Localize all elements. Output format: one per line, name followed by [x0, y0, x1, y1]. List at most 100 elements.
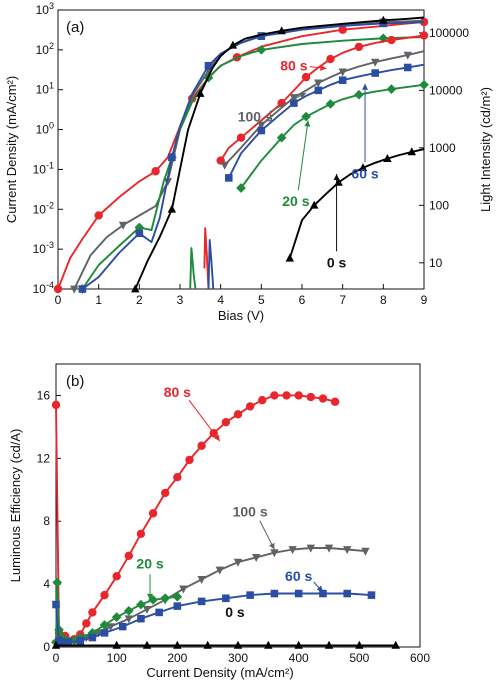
- data-point: [294, 640, 303, 649]
- y-tick-label: 10-2: [33, 200, 54, 216]
- panel-a-y2label: Light Intensity (cd/m²): [478, 87, 493, 212]
- annotation-arrow: [188, 400, 221, 442]
- data-point: [222, 594, 230, 603]
- data-point: [403, 51, 412, 60]
- annotation-label: 0 s: [225, 604, 245, 620]
- panel-b-ylabel: Luminous Efficiency (cd/A): [8, 429, 23, 583]
- y-tick-label: 0: [43, 640, 50, 654]
- y-tick-exponent: -4: [46, 280, 54, 290]
- y-tick-label: 16: [37, 388, 51, 402]
- data-point: [94, 211, 103, 220]
- annotation-label: 60 s: [351, 165, 378, 181]
- panel-a-series: [53, 15, 429, 294]
- data-point: [301, 72, 311, 82]
- annotation-label: 100 s: [233, 504, 268, 520]
- data-point: [58, 638, 66, 647]
- data-point: [160, 593, 171, 604]
- data-point: [173, 640, 182, 649]
- data-point: [221, 417, 231, 427]
- x-tick-label: 1: [95, 293, 102, 307]
- panel-b-ticks: 0 100 200 300 400 500 600 0 4 8 12 16: [37, 388, 431, 665]
- data-point: [136, 599, 146, 610]
- data-point: [173, 602, 182, 610]
- data-point: [124, 615, 133, 624]
- panel-a-frame: [57, 9, 425, 290]
- annotation-arrowhead: [213, 434, 220, 442]
- x-tick-label: 8: [380, 293, 387, 307]
- y-tick-label: 8: [43, 514, 50, 528]
- data-point: [179, 585, 188, 594]
- y2-tick-label: 10: [429, 256, 443, 270]
- data-point: [82, 619, 91, 628]
- data-point: [197, 576, 206, 585]
- data-point: [306, 544, 315, 553]
- data-point: [294, 391, 303, 400]
- data-point: [137, 614, 145, 623]
- y-tick-mantissa: 10: [33, 282, 47, 296]
- data-point: [203, 640, 212, 649]
- data-point: [264, 640, 273, 649]
- data-point: [277, 26, 286, 35]
- y-tick-label: 103: [36, 1, 54, 17]
- y-tick-label: 101: [36, 81, 54, 97]
- data-point: [383, 153, 392, 162]
- series-line-1: [73, 19, 424, 289]
- data-point: [168, 153, 176, 162]
- data-point: [148, 509, 158, 518]
- data-point: [142, 640, 152, 649]
- x-tick-label: 4: [217, 293, 224, 307]
- data-point: [131, 284, 140, 293]
- data-point: [88, 633, 97, 642]
- y-tick-exponent: 3: [49, 1, 54, 11]
- data-point: [326, 54, 335, 64]
- annotation-arrowhead: [147, 593, 154, 600]
- data-point: [228, 40, 238, 49]
- data-point: [51, 400, 61, 410]
- panel-a-annotations: 80 s 100 s 60 s 20 s 0 s: [238, 58, 379, 271]
- data-point: [355, 640, 364, 649]
- x-tick-label: 500: [349, 651, 369, 665]
- series-line-4: [134, 16, 424, 289]
- y-tick-label: 10-4: [33, 280, 54, 296]
- annotation-arrowhead: [269, 542, 275, 550]
- data-point: [123, 606, 134, 616]
- data-point: [52, 577, 63, 588]
- data-point: [99, 620, 110, 630]
- y-tick-mantissa: 10: [36, 83, 50, 97]
- y-tick-label: 100: [36, 121, 54, 137]
- data-point: [319, 589, 327, 598]
- data-point: [270, 391, 279, 400]
- series-line-2: [81, 36, 424, 289]
- y-tick-exponent: 1: [49, 81, 54, 91]
- annotation-label: 20 s: [136, 555, 163, 571]
- data-point: [324, 640, 334, 649]
- data-point: [419, 31, 429, 40]
- data-point: [325, 99, 336, 109]
- data-point: [257, 121, 266, 130]
- panel-a-ylabel: Current Density (mA/cm²): [4, 76, 19, 223]
- x-tick-label: 100: [107, 651, 127, 665]
- data-point: [135, 229, 144, 238]
- annotation-arrowhead: [299, 92, 307, 99]
- data-point: [276, 132, 287, 143]
- data-point: [270, 549, 279, 558]
- data-point: [330, 397, 340, 406]
- data-point: [167, 204, 177, 213]
- y2-tick-label: 10000: [429, 83, 463, 97]
- y-tick-label: 102: [36, 41, 54, 57]
- data-point: [407, 147, 416, 156]
- x-tick-label: 600: [410, 651, 430, 665]
- y-tick-exponent: 2: [49, 41, 54, 51]
- y-tick-mantissa: 10: [33, 242, 47, 256]
- data-point: [403, 63, 412, 72]
- data-point: [94, 629, 103, 638]
- data-point: [100, 629, 109, 637]
- x-tick-label: 9: [421, 293, 428, 307]
- data-point: [354, 89, 364, 100]
- data-point: [306, 392, 315, 402]
- data-point: [118, 622, 127, 631]
- data-point: [100, 590, 109, 600]
- data-point: [76, 636, 85, 645]
- x-tick-label: 2: [136, 293, 143, 307]
